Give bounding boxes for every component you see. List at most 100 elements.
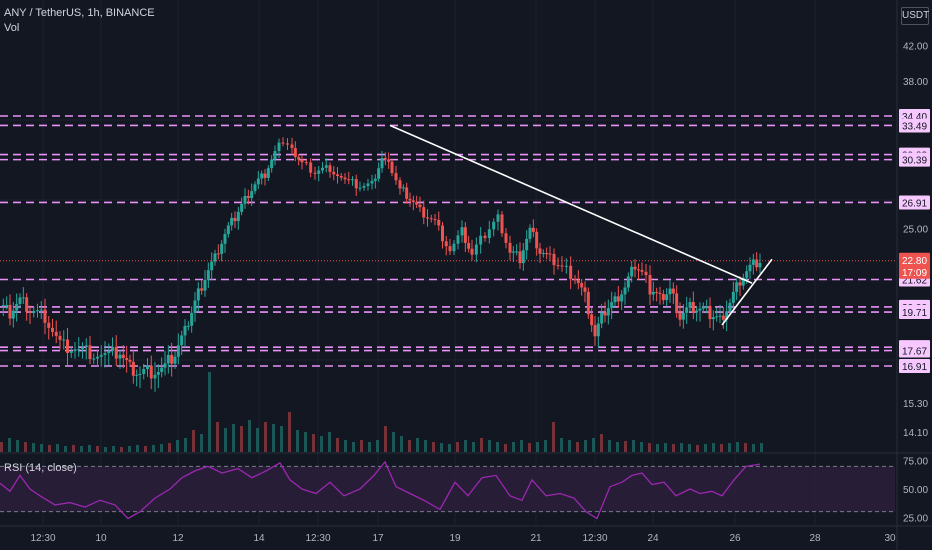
price-tick-label: 42.00 xyxy=(903,42,928,53)
volume-bar xyxy=(616,442,619,452)
candle-body xyxy=(270,159,274,169)
candle-body xyxy=(545,253,549,255)
volume-bar xyxy=(8,438,11,452)
candle-body xyxy=(408,198,412,201)
volume-bar xyxy=(512,442,515,452)
trendline-resistance xyxy=(389,124,753,284)
candle-body xyxy=(135,374,139,376)
candle-body xyxy=(277,142,281,152)
volume-bar xyxy=(152,445,155,452)
candle-body xyxy=(226,225,230,235)
candle-body xyxy=(422,207,426,218)
candle-body xyxy=(84,345,88,348)
candle-body xyxy=(156,371,160,375)
volume-bar xyxy=(536,442,539,452)
time-tick-label: 12 xyxy=(172,533,184,544)
level-label-box xyxy=(899,343,930,358)
candle-body xyxy=(213,253,217,262)
candle-body xyxy=(616,296,620,302)
symbol-title: ANY / TetherUS, 1h, BINANCE xyxy=(4,7,155,19)
volume-bar xyxy=(744,443,747,452)
volume-bar xyxy=(560,438,563,452)
candle-body xyxy=(21,297,25,299)
candle-body xyxy=(73,349,77,352)
time-tick-label: 17 xyxy=(372,533,384,544)
candle-body xyxy=(293,148,297,157)
time-tick-label: 30 xyxy=(884,533,896,544)
volume-bar xyxy=(184,438,187,452)
candle-body xyxy=(166,354,170,364)
rsi-tick-label: 75.00 xyxy=(903,457,928,468)
candle-body xyxy=(47,322,51,328)
volume-bar xyxy=(72,445,75,452)
volume-bar xyxy=(320,436,323,452)
volume-bar xyxy=(488,440,491,452)
volume-bar xyxy=(128,446,131,452)
candle-body xyxy=(444,241,448,247)
candle-body xyxy=(250,191,254,199)
candle-body xyxy=(644,271,648,275)
rsi-line xyxy=(0,460,761,520)
volume-bar xyxy=(592,438,595,452)
volume-bar xyxy=(312,434,315,452)
volume-bar xyxy=(672,444,675,452)
candle-body xyxy=(661,293,665,301)
volume-label: Vol xyxy=(4,22,20,34)
candle-body xyxy=(640,270,644,272)
volume-bar xyxy=(280,426,283,452)
candle-body xyxy=(671,288,675,294)
volume-bar xyxy=(344,440,347,452)
volume-bar xyxy=(0,442,3,452)
candle-body xyxy=(688,302,692,308)
candle-body xyxy=(66,339,69,353)
candle-body xyxy=(596,323,600,337)
volume-bar xyxy=(56,444,59,452)
candle-body xyxy=(18,297,22,304)
level-label: 16.91 xyxy=(902,362,927,373)
volume-bar xyxy=(632,440,635,452)
volume-bar xyxy=(624,441,627,452)
candle-body xyxy=(176,345,180,357)
candle-body xyxy=(92,358,96,360)
candle-body xyxy=(603,312,607,316)
volume-bar xyxy=(136,445,139,452)
candle-body xyxy=(266,168,270,178)
volume-bar xyxy=(104,447,107,452)
candle-body xyxy=(163,363,167,368)
volume-bar xyxy=(216,422,219,452)
candle-body xyxy=(260,173,264,179)
currency-button[interactable]: USDT xyxy=(901,7,929,25)
candle-body xyxy=(668,288,672,295)
candle-body xyxy=(456,235,460,244)
candle-body xyxy=(735,282,739,292)
candle-body xyxy=(728,302,732,312)
candle-body xyxy=(131,361,135,376)
candle-body xyxy=(415,202,419,205)
candle-body xyxy=(339,175,343,178)
candle-body xyxy=(193,300,197,313)
candle-body xyxy=(343,177,347,180)
candle-body xyxy=(576,279,580,284)
volume-bar xyxy=(248,420,251,452)
candle-body xyxy=(233,217,237,222)
volume-bar xyxy=(224,428,227,452)
candle-body xyxy=(309,162,313,173)
candle-body xyxy=(535,231,539,249)
candle-body xyxy=(429,218,433,220)
candle-body xyxy=(701,306,705,309)
candle-body xyxy=(313,172,317,174)
candle-body xyxy=(548,253,552,255)
candle-body xyxy=(58,335,62,340)
volume-bar xyxy=(304,432,307,452)
volume-bar xyxy=(80,446,83,452)
candle-body xyxy=(441,225,444,242)
candle-body xyxy=(263,173,267,178)
candle-body xyxy=(380,158,384,169)
candle-body xyxy=(685,307,689,313)
candle-body xyxy=(500,214,504,234)
candle-body xyxy=(390,161,394,174)
candle-body xyxy=(405,187,409,199)
candle-body xyxy=(246,195,250,199)
candle-body xyxy=(525,238,529,251)
